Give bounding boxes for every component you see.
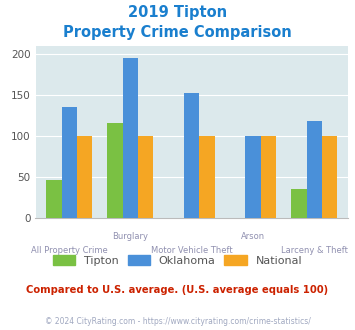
- Text: All Property Crime: All Property Crime: [31, 246, 108, 254]
- Bar: [322, 136, 337, 218]
- Text: Burglary: Burglary: [113, 232, 148, 241]
- Bar: [138, 136, 153, 218]
- Bar: [61, 108, 77, 218]
- Text: Larceny & Theft: Larceny & Theft: [281, 246, 348, 254]
- Bar: [184, 93, 200, 218]
- Bar: [307, 121, 322, 218]
- Text: Arson: Arson: [241, 232, 265, 241]
- Bar: [108, 123, 123, 218]
- Text: 2019 Tipton: 2019 Tipton: [128, 5, 227, 20]
- Bar: [261, 136, 276, 218]
- Text: Compared to U.S. average. (U.S. average equals 100): Compared to U.S. average. (U.S. average …: [26, 285, 329, 295]
- Bar: [77, 136, 92, 218]
- Text: Property Crime Comparison: Property Crime Comparison: [63, 25, 292, 40]
- Bar: [245, 136, 261, 218]
- Text: © 2024 CityRating.com - https://www.cityrating.com/crime-statistics/: © 2024 CityRating.com - https://www.city…: [45, 317, 310, 326]
- Bar: [200, 136, 215, 218]
- Bar: [291, 189, 307, 218]
- Bar: [46, 180, 61, 218]
- Bar: [123, 58, 138, 218]
- Text: Motor Vehicle Theft: Motor Vehicle Theft: [151, 246, 233, 254]
- Legend: Tipton, Oklahoma, National: Tipton, Oklahoma, National: [49, 251, 306, 269]
